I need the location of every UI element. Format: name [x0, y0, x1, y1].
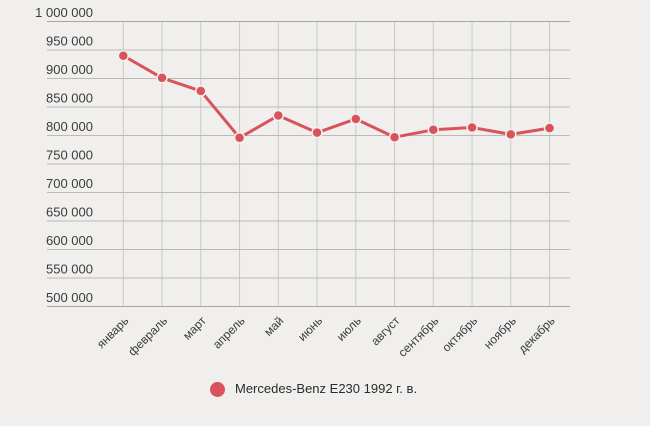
data-point-январь[interactable]: [117, 49, 130, 62]
data-point-октябрь[interactable]: [466, 121, 478, 134]
legend: Mercedes-Benz E230 1992 г. в.: [210, 381, 417, 397]
x-axis-month-label: октябрь: [439, 314, 480, 355]
y-axis-tick-label: 750 000: [46, 148, 93, 163]
data-point-август[interactable]: [388, 131, 401, 143]
x-axis-month-label: апрель: [210, 314, 248, 352]
x-axis-month-label: март: [180, 313, 209, 342]
x-axis-month-label: май: [261, 314, 286, 339]
data-point-февраль[interactable]: [156, 72, 168, 84]
data-point-июль[interactable]: [350, 113, 362, 125]
y-axis-tick-label: 550 000: [46, 262, 93, 277]
x-axis-month-label: сентябрь: [395, 314, 441, 360]
x-axis-month-label: июнь: [295, 314, 325, 344]
x-axis-month-label: декабрь: [515, 314, 557, 356]
data-point-апрель[interactable]: [233, 132, 246, 144]
y-axis-tick-label: 600 000: [46, 233, 93, 248]
y-axis-tick-label: 950 000: [46, 34, 93, 49]
y-axis-tick-label: 900 000: [46, 62, 93, 77]
y-axis-tick-label: 650 000: [46, 205, 93, 220]
y-axis-tick-label: 800 000: [46, 119, 93, 134]
y-axis-tick-label: 500 000: [46, 290, 93, 305]
data-point-ноябрь[interactable]: [505, 128, 517, 141]
y-axis-tick-label: 850 000: [46, 91, 93, 106]
x-axis-month-label: февраль: [125, 314, 170, 359]
legend-series-dot: [210, 381, 225, 397]
x-axis-month-label: август: [368, 313, 403, 348]
y-axis-tick-label: 1 000 000: [35, 5, 93, 20]
data-point-сентябрь[interactable]: [427, 124, 440, 136]
series-line: [121, 54, 552, 140]
data-point-июнь[interactable]: [311, 126, 323, 139]
data-point-март[interactable]: [195, 85, 207, 97]
x-axis-month-label: июль: [334, 314, 364, 344]
legend-series-label: Mercedes-Benz E230 1992 г. в.: [235, 381, 418, 396]
data-point-май[interactable]: [272, 109, 285, 122]
y-axis-tick-label: 700 000: [46, 176, 93, 191]
x-axis-month-label: ноябрь: [481, 314, 519, 352]
data-point-декабрь[interactable]: [543, 122, 556, 134]
x-axis-month-label: январь: [94, 314, 131, 351]
